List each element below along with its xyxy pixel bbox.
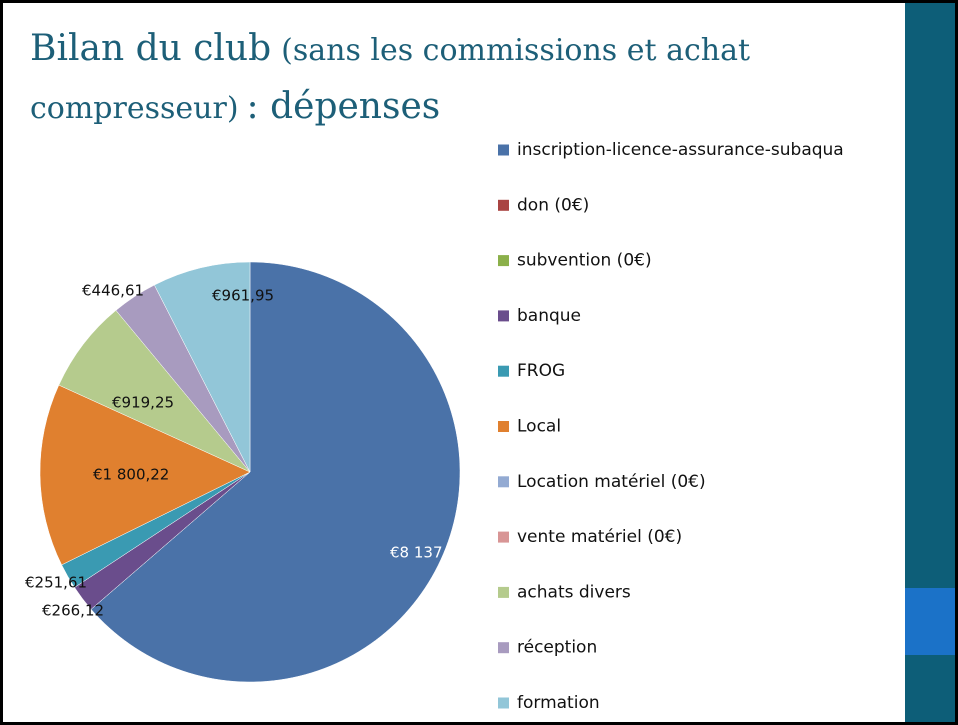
legend-swatch: [498, 697, 509, 709]
legend-label: achats divers: [517, 582, 631, 602]
legend-swatch: [498, 310, 509, 322]
data-label: €266,12: [42, 602, 104, 620]
legend-swatch: [498, 144, 509, 156]
legend-label: subvention (0€): [517, 251, 652, 271]
legend: inscription-licence-assurance-subaqua don…: [498, 140, 844, 713]
chart-title: compresseur): dépenses: [30, 86, 440, 127]
legend-swatch: [498, 642, 509, 654]
pie-slice: [154, 261, 251, 473]
legend-swatch: [498, 531, 509, 543]
title-part: : dépenses: [247, 86, 441, 127]
legend-label: don (0€): [517, 195, 589, 215]
legend-swatch: [498, 255, 509, 267]
legend-swatch: [498, 476, 509, 488]
legend-swatch: [498, 421, 509, 432]
legend-label: banque: [517, 306, 581, 326]
title-part: Bilan du club: [30, 28, 271, 69]
legend-swatch: [498, 199, 509, 211]
data-label: €8 137,60: [390, 544, 466, 562]
legend-label: vente matériel (0€): [517, 527, 682, 547]
legend-label: Location matériel (0€): [517, 472, 706, 492]
chart-title: Bilan du club (sans les commissions et ac…: [30, 28, 750, 69]
data-label: €961,95: [212, 287, 274, 305]
legend-label: Local: [517, 417, 561, 437]
pie: €8 137,60 €266,12 €251,61 €1 800,22 €919,25 €…: [25, 261, 466, 683]
data-label: €1 800,22: [93, 466, 169, 484]
data-label: €919,25: [112, 394, 174, 412]
title-part: compresseur): [30, 91, 239, 126]
data-label: €251,61: [25, 574, 87, 592]
legend-swatch: [498, 365, 509, 377]
legend-label: inscription-licence-assurance-subaqua: [517, 140, 844, 160]
legend-label: formation: [517, 693, 600, 713]
data-label: €446,61: [82, 282, 144, 300]
legend-swatch: [498, 586, 509, 598]
legend-label: FROG: [517, 361, 565, 381]
side-accent: [905, 588, 958, 655]
title-part: (sans les commissions et achat: [281, 33, 750, 68]
legend-label: réception: [517, 638, 597, 658]
pie-slice: [90, 261, 461, 683]
pie-slice: [39, 384, 251, 566]
